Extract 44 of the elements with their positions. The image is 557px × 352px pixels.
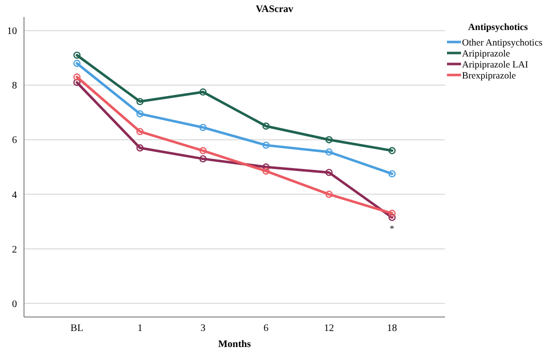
point	[388, 170, 396, 178]
point	[73, 60, 81, 67]
legend-label: Other Antipsychotics	[462, 38, 543, 48]
point	[325, 148, 333, 156]
point	[136, 110, 144, 118]
point	[73, 52, 81, 59]
y-tick-label: 6	[12, 135, 17, 146]
legend-label: Aripiprazole LAI	[462, 60, 528, 70]
point	[388, 210, 396, 217]
x-tick-label: 3	[200, 323, 206, 334]
point	[262, 122, 270, 130]
x-tick-label: 18	[387, 323, 398, 334]
legend-label: Aripiprazole	[462, 49, 510, 60]
legend-label: Brexpiprazole	[462, 71, 516, 82]
x-tick-label: 12	[324, 323, 334, 334]
point	[73, 78, 81, 86]
x-tick-label: 6	[264, 323, 269, 334]
annotation: *	[390, 223, 395, 234]
point	[262, 167, 270, 175]
point	[325, 168, 333, 176]
point	[262, 163, 270, 171]
y-tick-label: 10	[7, 26, 17, 38]
y-tick-label: 8	[12, 80, 17, 92]
point	[136, 98, 144, 106]
point	[199, 124, 207, 132]
y-tick-label: 0	[12, 298, 17, 310]
point	[136, 144, 144, 152]
chart-title: VAScrav	[256, 4, 294, 15]
x-tick-label: 1	[137, 323, 142, 334]
point	[73, 73, 81, 81]
point	[325, 190, 333, 198]
point	[388, 147, 396, 154]
point	[325, 136, 333, 144]
point	[199, 147, 207, 154]
point	[199, 155, 207, 162]
x-axis-title: Months	[218, 339, 251, 350]
y-tick-label: 4	[12, 190, 17, 201]
point	[136, 128, 144, 136]
point	[388, 214, 396, 222]
point	[262, 142, 270, 149]
point	[199, 88, 207, 96]
legend-title: Antipsychotics	[468, 23, 528, 33]
y-tick-label: 2	[12, 244, 17, 256]
x-tick-label: BL	[70, 323, 84, 334]
